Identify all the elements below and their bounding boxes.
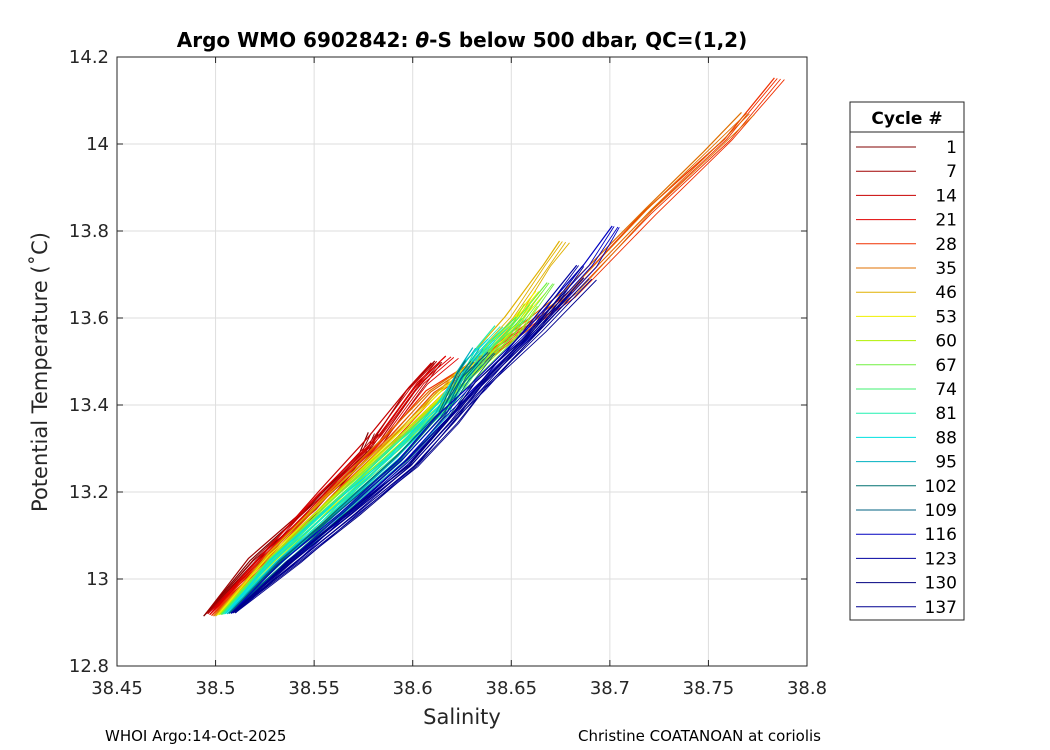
x-tick-label: 38.55	[288, 678, 340, 699]
legend-label: 21	[935, 211, 957, 231]
legend-label: 35	[935, 259, 957, 279]
plot-background	[117, 57, 807, 666]
y-tick-label: 13.4	[69, 395, 109, 416]
x-tick-label: 38.7	[590, 678, 630, 699]
series-line-cycle-123	[230, 264, 578, 614]
series-line-cycle-137	[235, 278, 593, 614]
x-axis-label: Salinity	[423, 705, 501, 729]
series-line-cycle-137	[235, 279, 597, 614]
footer-right: Christine COATANOAN at coriolis	[578, 727, 821, 745]
x-tick-label: 38.5	[196, 678, 236, 699]
legend-label: 81	[935, 404, 957, 424]
x-tick-label: 38.45	[91, 678, 143, 699]
legend-label: 1	[946, 138, 957, 158]
legend-box	[849, 101, 965, 621]
series-lines	[203, 77, 785, 617]
legend-items: 1 7 14 21 28 35 46 53 60 67 74 81 88 95 102 109 116 123 13…	[856, 138, 957, 618]
chart-title: Argo WMO 6902842: θ-S below 500 dbar, QC…	[177, 28, 747, 52]
legend-label: 130	[925, 574, 957, 594]
series-line-cycle-60	[219, 303, 526, 616]
plot-area: 38.45 38.5 38.55 38.6 38.65 38.7 38.75 38.8 12.…	[69, 47, 827, 699]
series-line-cycle-1	[203, 432, 369, 617]
legend-label: 102	[925, 477, 957, 497]
series-line-cycle-81	[223, 325, 496, 615]
legend: Cycle # 1 7 14 21 28 35 46 53 60 67 74 81 88 95 102 109…	[849, 101, 965, 621]
legend-title: Cycle #	[871, 109, 942, 129]
series-line-cycle-116	[230, 225, 613, 614]
x-ticks: 38.45 38.5 38.55 38.6 38.65 38.7 38.75 38.8	[91, 57, 827, 699]
chart-title-suffix: -S below 500 dbar, QC=(1,2)	[429, 28, 747, 52]
legend-label: 60	[935, 332, 957, 352]
series-line-cycle-60	[219, 305, 538, 616]
y-tick-label: 13.2	[69, 482, 109, 503]
series-line-cycle-130	[233, 292, 576, 614]
legend-label: 53	[935, 307, 957, 327]
legend-label: 67	[935, 356, 957, 376]
y-tick-label: 13.6	[69, 308, 109, 329]
y-ticks: 12.8 13 13.2 13.4 13.6 13.8 14 14.2	[69, 47, 807, 677]
x-tick-label: 38.6	[393, 678, 433, 699]
legend-label: 137	[925, 598, 957, 618]
legend-label: 28	[935, 235, 957, 255]
series-line-cycle-137	[234, 277, 585, 614]
series-line-cycle-46	[215, 240, 560, 617]
footer-left: WHOI Argo:14-Oct-2025	[105, 727, 286, 745]
y-tick-label: 14.2	[69, 47, 109, 68]
chart-title-theta: θ	[415, 28, 429, 52]
series-line-cycle-102	[228, 360, 467, 614]
x-tick-label: 38.65	[486, 678, 538, 699]
legend-label: 46	[935, 283, 957, 303]
legend-label: 123	[925, 549, 957, 569]
x-tick-label: 38.75	[683, 678, 735, 699]
legend-label: 116	[925, 525, 957, 545]
series-line-cycle-95	[226, 347, 474, 615]
series-line-cycle-137	[235, 278, 590, 614]
legend-label: 74	[935, 380, 957, 400]
series-line-cycle-53	[217, 290, 537, 616]
x-tick-label: 38.8	[787, 678, 827, 699]
series-line-cycle-46	[215, 241, 567, 617]
legend-label: 88	[935, 428, 957, 448]
chart-title-prefix: Argo WMO 6902842:	[177, 28, 416, 52]
series-line-cycle-14	[207, 362, 432, 615]
legend-label: 109	[925, 501, 957, 521]
legend-label: 14	[935, 186, 957, 206]
y-tick-label: 14	[86, 134, 109, 155]
legend-label: 7	[946, 162, 957, 182]
series-line-cycle-21	[209, 356, 452, 616]
y-tick-label: 12.8	[69, 656, 109, 677]
legend-label: 95	[935, 453, 957, 473]
series-line-cycle-109	[228, 351, 489, 614]
series-line-cycle-21	[209, 355, 447, 616]
y-axis-label: Potential Temperature (˚C)	[28, 232, 52, 512]
plot-frame	[116, 56, 808, 667]
y-tick-label: 13	[86, 569, 109, 590]
y-tick-label: 13.8	[69, 221, 109, 242]
